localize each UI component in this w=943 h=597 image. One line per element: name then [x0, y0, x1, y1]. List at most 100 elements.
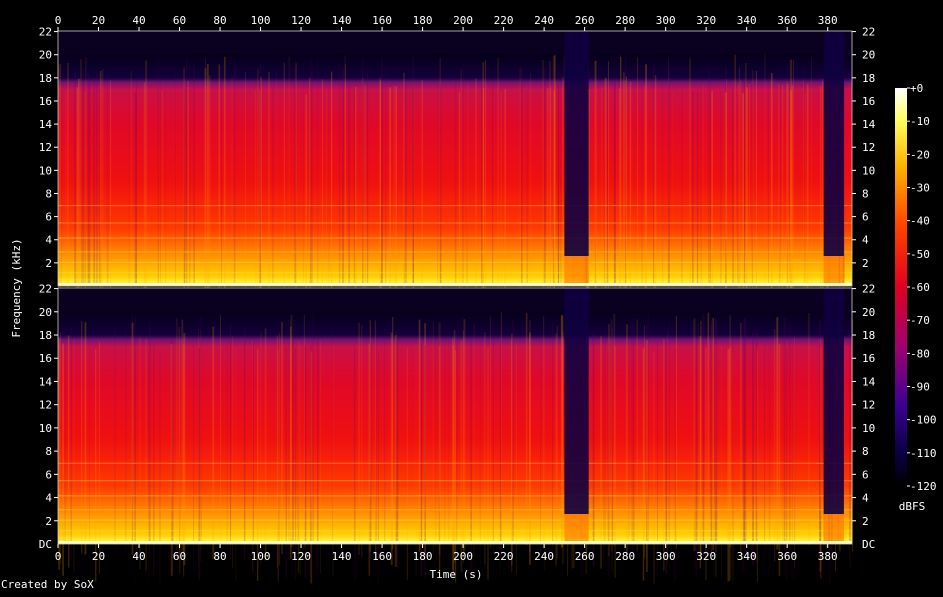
y-tick-label: 4 [45, 234, 52, 247]
x-tick-label: 60 [173, 14, 186, 27]
colorbar-label: dBFS [899, 500, 926, 513]
y-tick-label: 22 [39, 26, 52, 39]
x-tick-label: 380 [818, 14, 838, 27]
quiet-region [564, 288, 589, 514]
x-tick-label: 320 [696, 14, 716, 27]
y-tick-label: 8 [862, 445, 869, 458]
spectral-energy-field [58, 311, 852, 544]
channel-frame [57, 30, 853, 287]
y-tick-label: 20 [862, 306, 875, 319]
y-tick-label: 18 [39, 329, 52, 342]
y-tick-label: 10 [39, 164, 52, 177]
dc-tick-label: DC [39, 538, 52, 551]
y-axis-label: Frequency (kHz) [10, 238, 23, 337]
x-tick-label: 360 [777, 14, 797, 27]
x-tick-label: 240 [534, 550, 554, 563]
y-tick-label: 20 [862, 49, 875, 62]
x-axis-bottom: 0 20 40 60 80 100 120 140 160 180 200 220 240 260 280 3… [55, 544, 838, 563]
colorbar-tick-label: -30 [910, 182, 930, 195]
y-tick-label: 16 [862, 95, 875, 108]
y-tick-label: 2 [862, 515, 869, 528]
y-tick-label: 16 [862, 352, 875, 365]
channel-frame [57, 287, 853, 545]
y-tick-label: 12 [39, 141, 52, 154]
colorbar-tick-label: -80 [910, 347, 930, 360]
dc-tick-label: DC [862, 538, 875, 551]
x-tick-label: 280 [615, 550, 635, 563]
x-tick-label: 360 [777, 550, 797, 563]
x-tick-label: 300 [656, 550, 676, 563]
colorbar-tick-label: -60 [910, 281, 930, 294]
x-tick-label: 0 [55, 550, 62, 563]
x-tick-label: 0 [55, 14, 62, 27]
colorbar-tick-label: -70 [910, 314, 930, 327]
x-tick-label: 140 [332, 550, 352, 563]
y-tick-label: 14 [39, 375, 53, 388]
y-tick-label: 2 [862, 257, 869, 270]
y-tick-label: 16 [39, 352, 52, 365]
x-tick-label: 320 [696, 550, 716, 563]
y-tick-label: 14 [862, 118, 876, 131]
colorbar-tick-label: -50 [910, 248, 930, 261]
y-tick-label: 22 [862, 283, 875, 296]
y-tick-label: 6 [45, 211, 52, 224]
y-tick-label: 14 [39, 118, 53, 131]
x-tick-label: 280 [615, 14, 635, 27]
x-tick-label: 80 [213, 550, 226, 563]
dc-band [58, 283, 852, 286]
x-tick-label: 100 [251, 14, 271, 27]
x-tick-label: 200 [453, 14, 473, 27]
x-tick-label: 260 [575, 550, 595, 563]
x-tick-label: 40 [132, 14, 145, 27]
y-tick-label: 18 [862, 329, 875, 342]
y-tick-label: 22 [39, 283, 52, 296]
x-tick-label: 220 [494, 550, 514, 563]
y-tick-label: 12 [862, 399, 875, 412]
x-tick-label: 140 [332, 14, 352, 27]
colorbar-tick-label: -110 [910, 447, 937, 460]
y-tick-label: 6 [45, 468, 52, 481]
colorbar-tick-label: -100 [910, 414, 937, 427]
x-tick-label: 80 [213, 14, 226, 27]
y-tick-label: 8 [45, 187, 52, 200]
y-tick-label: 18 [862, 72, 875, 85]
colorbar-tick-label: -10 [910, 115, 930, 128]
x-tick-label: 160 [372, 550, 392, 563]
y-tick-label: 12 [862, 141, 875, 154]
x-axis-label: Time (s) [430, 568, 483, 581]
y-tick-label: 12 [39, 399, 52, 412]
colorbar-tick-label: -20 [910, 148, 930, 161]
x-tick-label: 160 [372, 14, 392, 27]
y-tick-label: 20 [39, 306, 52, 319]
y-tick-label: 8 [45, 445, 52, 458]
y-tick-label: 2 [45, 515, 52, 528]
y-tick-label: 10 [862, 164, 875, 177]
x-tick-label: 180 [413, 550, 433, 563]
quiet-region [823, 31, 844, 256]
colorbar-tick-label: +0 [910, 82, 923, 95]
y-tick-label: 22 [862, 26, 875, 39]
x-tick-label: 240 [534, 14, 554, 27]
x-tick-label: 340 [737, 14, 757, 27]
colorbar-gradient [895, 88, 907, 486]
spectrogram-channel-1 [57, 30, 853, 326]
quiet-region [823, 288, 844, 514]
x-tick-label: 340 [737, 550, 757, 563]
x-axis-top: 0 20 40 60 80 100 120 140 160 180 200 220 240 260 280 3… [55, 14, 838, 31]
y-tick-label: 8 [862, 187, 869, 200]
colorbar-tick-label: -40 [910, 215, 930, 228]
x-tick-label: 100 [251, 550, 271, 563]
y-tick-label: 6 [862, 468, 869, 481]
y-tick-label: 2 [45, 257, 52, 270]
quiet-region [564, 31, 589, 256]
y-tick-label: 6 [862, 211, 869, 224]
x-tick-label: 40 [132, 550, 145, 563]
x-tick-label: 180 [413, 14, 433, 27]
x-tick-label: 260 [575, 14, 595, 27]
y-tick-label: 10 [39, 422, 52, 435]
colorbar-tick-label: -90 [910, 381, 930, 394]
x-tick-label: 200 [453, 550, 473, 563]
